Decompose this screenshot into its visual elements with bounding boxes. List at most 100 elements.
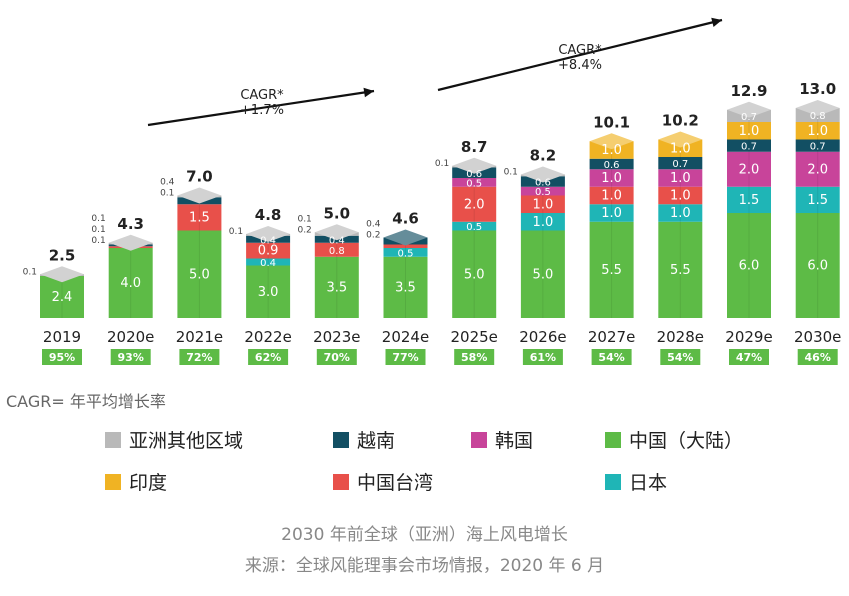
- legend-item-china-mainland: 中国（大陆）: [605, 426, 743, 453]
- segment-label: 5.0: [464, 267, 485, 282]
- segment-label: 1.0: [739, 124, 760, 139]
- segment-label: 1.5: [739, 193, 760, 208]
- category-label: 2019: [43, 328, 81, 346]
- total-label: 12.9: [730, 82, 767, 100]
- segment-label: 0.5: [466, 222, 482, 233]
- cagr-arrow: [147, 89, 375, 127]
- share-label: 61%: [530, 351, 556, 364]
- share-badge: [385, 349, 426, 365]
- segment-label: 5.0: [189, 267, 210, 282]
- legend-label: 亚洲其他区域: [129, 430, 244, 452]
- segment-label: 2.0: [739, 162, 760, 177]
- total-label: 4.8: [255, 206, 282, 224]
- legend-swatch: [605, 431, 621, 448]
- share-label: 62%: [255, 351, 281, 364]
- share-label: 93%: [118, 351, 144, 364]
- legend-item-taiwan: 中国台湾: [333, 468, 433, 495]
- share-badge: [316, 349, 357, 365]
- segment-label: 0.6: [604, 160, 620, 171]
- bar-segment: [727, 122, 771, 140]
- bar-segment: [246, 258, 291, 266]
- share-badge: [591, 349, 632, 365]
- share-badge: [110, 349, 151, 365]
- legend-swatch: [105, 431, 121, 448]
- segment-label: 1.0: [670, 206, 691, 221]
- legend-item-other-asia: 亚洲其他区域: [105, 426, 243, 453]
- bar-segment: [383, 248, 428, 257]
- total-label: 7.0: [186, 168, 213, 186]
- share-badge: [660, 349, 701, 365]
- segment-label: 1.0: [670, 171, 691, 186]
- bar-segment: [589, 141, 634, 159]
- bar-segment: [177, 204, 222, 231]
- bar-segment: [589, 186, 634, 205]
- legend-swatch: [105, 473, 121, 490]
- bar-top-face: [589, 133, 634, 150]
- total-label: 8.2: [530, 147, 557, 165]
- segment-label: 5.5: [670, 263, 691, 278]
- bar-top-face: [795, 100, 840, 116]
- bar-segment: [658, 221, 703, 318]
- segment-label: 2.0: [464, 197, 485, 212]
- segment-label: 1.0: [601, 171, 622, 186]
- side-label: 0.1: [229, 227, 243, 237]
- bar-segment: [520, 186, 565, 196]
- category-label: 2028e: [657, 328, 704, 346]
- share-label: 72%: [186, 351, 212, 364]
- bar-segment: [658, 139, 703, 157]
- bar-segment: [795, 122, 840, 140]
- bar-segment: [108, 248, 153, 318]
- side-label: 0.1: [91, 214, 105, 224]
- bar-segment: [795, 186, 840, 213]
- segment-label: 6.0: [807, 259, 828, 274]
- total-label: 2.5: [49, 246, 76, 264]
- segment-label: 0.7: [810, 142, 826, 153]
- category-label: 2022e: [244, 328, 291, 346]
- bar-segment: [727, 213, 771, 318]
- segment-label: 1.0: [533, 215, 554, 230]
- bar-segment: [314, 256, 359, 318]
- side-label: 0.1: [91, 225, 105, 235]
- bar-top-face: [177, 187, 222, 204]
- bar-segment: [658, 169, 703, 187]
- segment-label: 0.6: [535, 178, 551, 189]
- segment-label: 0.7: [741, 142, 757, 153]
- bar-segment: [658, 157, 703, 170]
- bar-segment: [589, 221, 634, 318]
- legend-item-korea: 韩国: [471, 426, 533, 453]
- bar-segment: [383, 244, 428, 248]
- share-label: 58%: [461, 351, 487, 364]
- bar-segment: [658, 186, 703, 205]
- share-badge: [797, 349, 838, 365]
- side-label: 0.1: [160, 189, 174, 199]
- category-label: 2021e: [176, 328, 223, 346]
- category-label: 2027e: [588, 328, 635, 346]
- bar-segment: [452, 221, 497, 231]
- cagr-label: CAGR*: [558, 43, 602, 58]
- segment-label: 0.8: [810, 111, 826, 122]
- category-label: 2024e: [382, 328, 429, 346]
- segment-label: 6.0: [739, 259, 760, 274]
- bar-segment: [727, 139, 771, 152]
- bar-segment: [795, 151, 840, 187]
- bar-segment: [246, 265, 291, 318]
- cagr-arrowhead: [711, 17, 722, 28]
- bar-segment: [314, 242, 359, 257]
- segment-label: 5.0: [533, 267, 554, 282]
- share-label: 47%: [736, 351, 762, 364]
- bar-segment: [520, 230, 565, 318]
- segment-label: 0.4: [260, 235, 276, 246]
- bar-segment: [727, 151, 771, 187]
- segment-label: 3.0: [258, 285, 279, 300]
- legend-label: 中国（大陆）: [629, 430, 744, 452]
- bar-segment: [520, 213, 565, 231]
- bar-segment: [795, 139, 840, 152]
- side-label: 0.2: [297, 225, 311, 235]
- legend-label: 中国台湾: [357, 472, 434, 494]
- segment-label: 0.9: [258, 244, 279, 259]
- legend-label: 越南: [357, 430, 396, 452]
- side-label: 0.1: [91, 236, 105, 246]
- cagr-note: CAGR= 年平均增长率: [6, 392, 166, 411]
- bar-segment: [520, 195, 565, 213]
